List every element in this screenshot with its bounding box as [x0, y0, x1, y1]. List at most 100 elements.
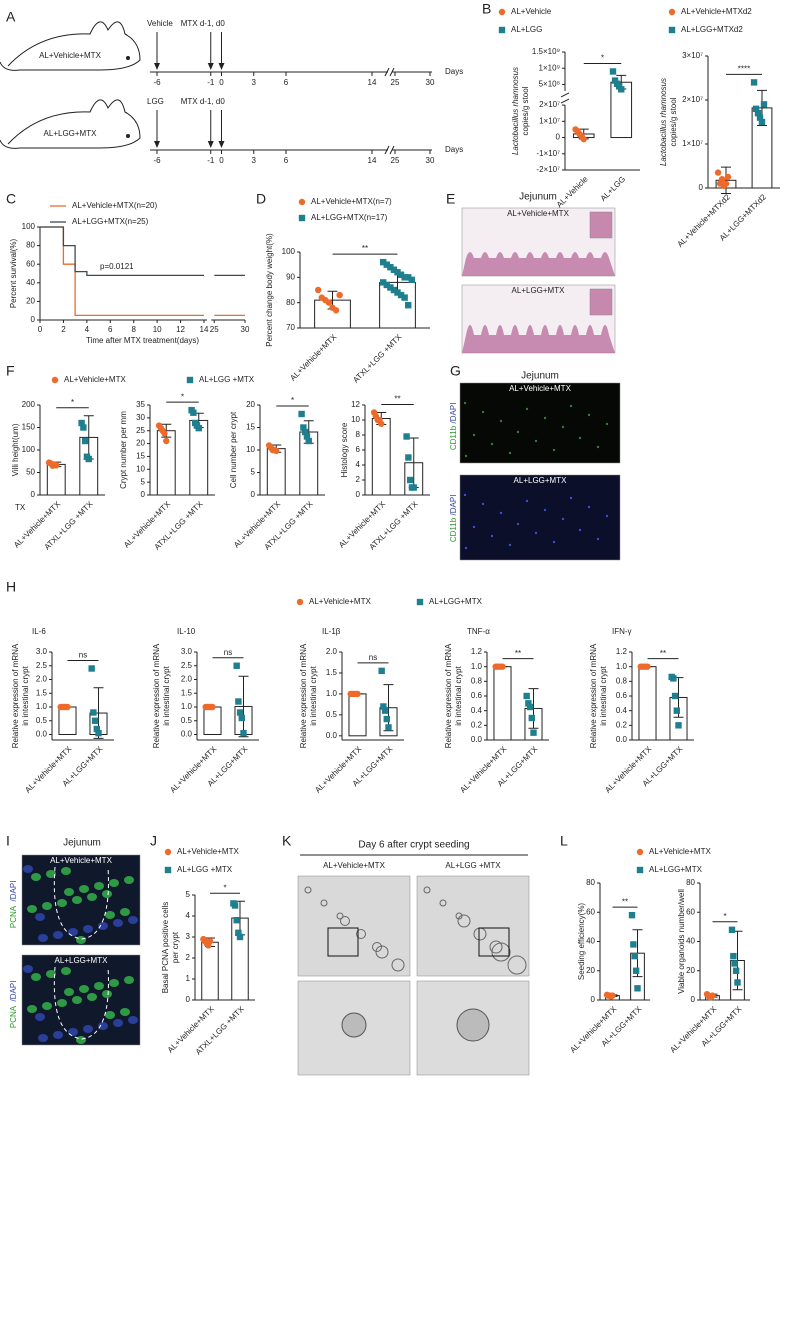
cd11b-speck — [587, 413, 591, 417]
legend-label: AL+Vehicle — [511, 7, 552, 16]
point — [760, 101, 768, 108]
bar — [189, 419, 209, 496]
significance-label: ns — [369, 653, 377, 662]
cd11b-speck — [464, 454, 468, 458]
y-axis-label: Relative expression of mRNA — [299, 643, 308, 748]
legend-label: AL+Vehicle+MTX(n=7) — [311, 197, 392, 206]
bar — [371, 418, 391, 496]
nucleus — [27, 1005, 37, 1013]
x-tick-label: 6 — [108, 325, 113, 334]
panel-letter: H — [6, 579, 16, 595]
timeline-tick-label: 0 — [219, 156, 224, 165]
dapi-speck — [516, 522, 520, 526]
mouse-eye — [126, 56, 130, 60]
panel-letter: E — [446, 191, 455, 207]
arrow-head — [154, 141, 160, 148]
x-tick-label: 10 — [153, 325, 162, 334]
organoid — [455, 912, 463, 920]
dapi-speck — [481, 502, 485, 506]
y-tick-label: 80 — [26, 241, 35, 250]
nucleus — [87, 993, 97, 1001]
point — [378, 667, 385, 675]
y-tick-label: 3 — [186, 932, 191, 941]
legend-marker — [636, 866, 644, 874]
fluorescence-image — [459, 382, 621, 464]
chart-title: IL-10 — [177, 627, 196, 636]
point — [397, 291, 405, 299]
y-axis-label: in intestinal crypt — [21, 665, 30, 725]
panel-letter: G — [450, 363, 461, 379]
point — [381, 707, 389, 714]
y-tick-label: 10 — [246, 445, 255, 454]
point — [325, 299, 333, 306]
nucleus — [102, 890, 112, 898]
y-tick-label: 0.0 — [326, 731, 338, 740]
y-tick-label: 0 — [31, 490, 36, 499]
point — [236, 709, 244, 716]
timeline-tick-label: 6 — [284, 78, 289, 87]
point — [231, 902, 239, 909]
legend-label: AL+Vehicle+MTX — [309, 597, 371, 606]
legend-marker — [498, 26, 506, 34]
y-tick-label: 1.0 — [616, 662, 628, 671]
panel-letter: J — [150, 833, 157, 849]
organoid — [340, 916, 350, 926]
y-tick-label: 10 — [136, 464, 145, 473]
error-bar — [238, 675, 249, 738]
y-axis-label: Relative expression of mRNA — [589, 643, 598, 748]
y-tick-label: -1×10⁷ — [536, 149, 560, 158]
dapi-speck — [569, 496, 573, 500]
y-tick-label: 150 — [22, 423, 36, 432]
villi — [462, 252, 615, 276]
timeline-tick-label: 6 — [284, 156, 289, 165]
point — [754, 110, 762, 117]
point — [609, 68, 617, 75]
x-tick-label: 30 — [241, 325, 250, 334]
legend-label: AL+LGG+MTX — [649, 865, 703, 874]
point — [233, 662, 240, 669]
point — [618, 86, 625, 93]
point — [523, 692, 530, 700]
image-label: AL+LGG +MTX — [445, 861, 501, 870]
dapi-speck — [508, 543, 512, 547]
point — [406, 476, 414, 484]
point — [161, 430, 168, 437]
legend-marker — [636, 848, 644, 856]
x-tick-label: 2 — [61, 325, 66, 334]
nucleus — [120, 908, 130, 916]
y-tick-label: 50 — [26, 468, 35, 477]
point — [526, 703, 534, 711]
legend-label: AL+Vehicle+MTX — [177, 847, 239, 856]
y-axis-label: Relative expression of mRNA — [11, 643, 20, 748]
y-tick-label: 80 — [686, 878, 695, 887]
y-tick-label: 20 — [686, 966, 695, 975]
point — [305, 437, 312, 445]
nucleus — [105, 911, 115, 919]
y-tick-label: 5×10⁸ — [539, 80, 560, 89]
nucleus — [61, 867, 71, 875]
error-bar — [528, 688, 539, 729]
chart-title: IL-1β — [322, 627, 341, 636]
point — [525, 700, 532, 707]
y-tick-label: 12 — [351, 400, 360, 409]
nucleus — [98, 922, 108, 930]
y-tick-label: 0.2 — [616, 720, 628, 729]
y-axis-label: Basal PCNA positive cells — [161, 902, 170, 994]
organoid — [336, 912, 344, 920]
x-tick-label: 12 — [176, 325, 185, 334]
y-tick-label: 8 — [356, 430, 361, 439]
point — [85, 455, 92, 463]
y-axis-label: Cell number per crypt — [229, 411, 238, 488]
point — [615, 82, 623, 90]
legend-marker — [186, 376, 194, 384]
significance-label: * — [723, 912, 726, 921]
y-tick-label: 60 — [26, 259, 35, 268]
point — [530, 729, 537, 736]
y-tick-label: 2 — [356, 475, 361, 484]
cd11b-speck — [516, 430, 520, 434]
legend-label: AL+Vehicle+MTXd2 — [681, 7, 752, 16]
organoid — [356, 929, 366, 939]
x-tick-label: 0 — [38, 325, 43, 334]
nucleus — [109, 979, 119, 987]
